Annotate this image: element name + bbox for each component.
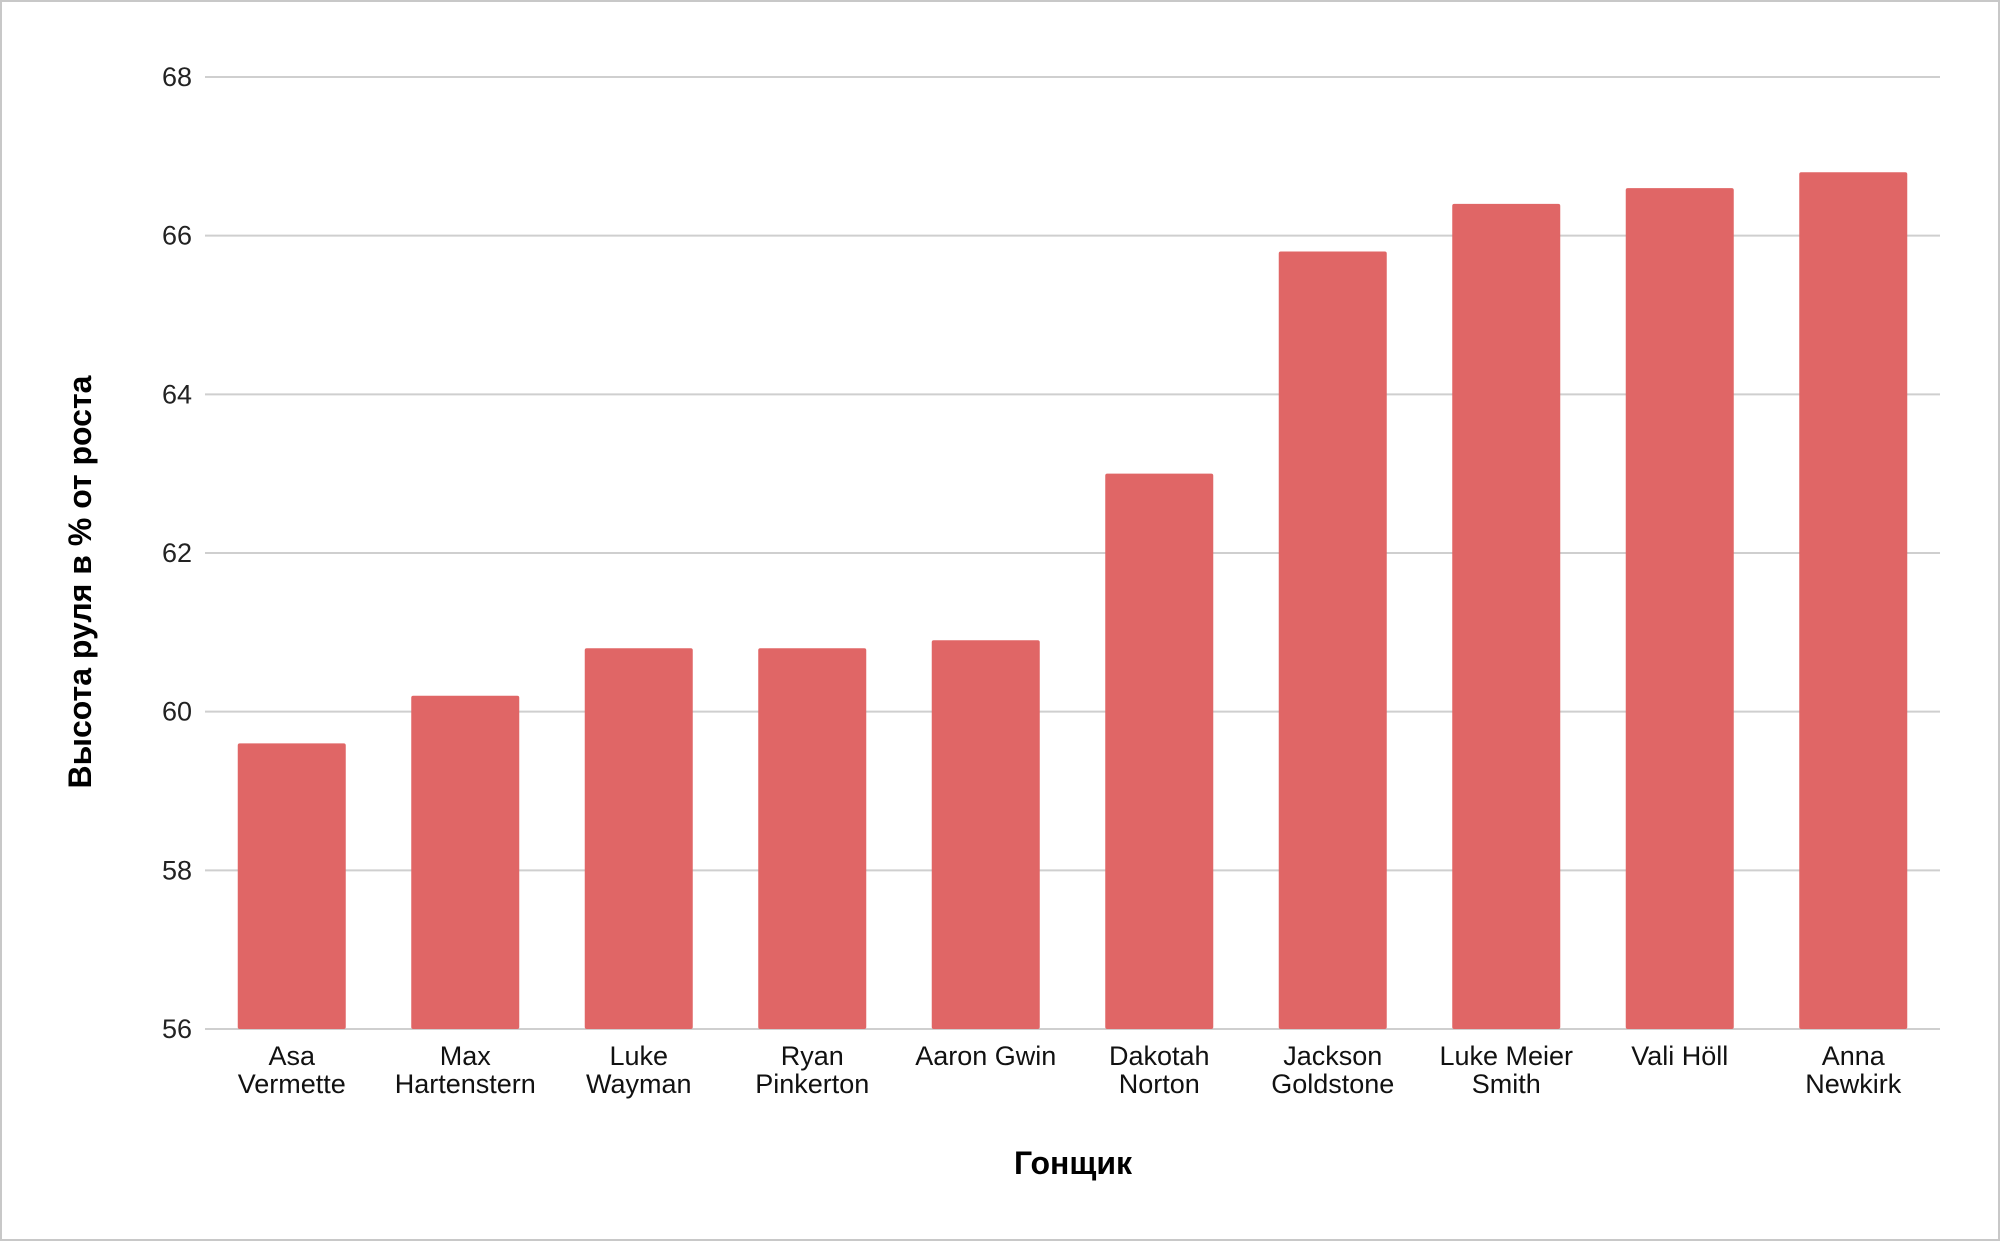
y-tick-label: 60 xyxy=(162,697,192,727)
x-category-label: Anna xyxy=(1822,1041,1886,1071)
y-tick-label: 56 xyxy=(162,1014,192,1044)
y-tick-label: 58 xyxy=(162,855,192,885)
bar xyxy=(1105,473,1214,1030)
x-category-label: Luke Meier xyxy=(1439,1041,1573,1071)
bar xyxy=(931,640,1040,1029)
bar xyxy=(1799,172,1908,1029)
y-tick-label: 62 xyxy=(162,538,192,568)
x-axis-title: Гонщик xyxy=(1014,1145,1133,1181)
x-category-label: Aaron Gwin xyxy=(915,1041,1056,1071)
bar xyxy=(1278,251,1387,1030)
bar xyxy=(1452,203,1561,1029)
x-category-label: Hartenstern xyxy=(395,1069,536,1099)
x-category-label: Luke xyxy=(609,1041,668,1071)
x-category-label: Norton xyxy=(1119,1069,1200,1099)
x-category-label: Newkirk xyxy=(1805,1069,1902,1099)
bars xyxy=(237,172,1908,1030)
y-tick-label: 64 xyxy=(162,379,192,409)
y-tick-label: 66 xyxy=(162,221,192,251)
bar xyxy=(758,648,867,1029)
x-category-label: Goldstone xyxy=(1271,1069,1394,1099)
bar xyxy=(411,695,520,1029)
y-axis-tick-labels: 56 58 60 62 64 66 68 xyxy=(162,62,192,1044)
bar xyxy=(1625,188,1734,1030)
x-category-label: Vali Höll xyxy=(1631,1041,1728,1071)
x-category-label: Max xyxy=(440,1041,492,1071)
y-tick-label: 68 xyxy=(162,62,192,92)
x-category-label: Ryan xyxy=(781,1041,844,1071)
bar xyxy=(584,648,693,1029)
x-category-label: Pinkerton xyxy=(755,1069,869,1099)
x-category-label: Dakotah xyxy=(1109,1041,1210,1071)
x-category-label: Jackson xyxy=(1283,1041,1382,1071)
x-category-label: Wayman xyxy=(586,1069,692,1099)
bar xyxy=(237,743,346,1029)
x-category-label: Smith xyxy=(1472,1069,1541,1099)
y-axis-title: Высота руля в % от роста xyxy=(62,375,98,788)
x-category-label: Asa xyxy=(268,1041,316,1071)
x-category-label: Vermette xyxy=(238,1069,346,1099)
